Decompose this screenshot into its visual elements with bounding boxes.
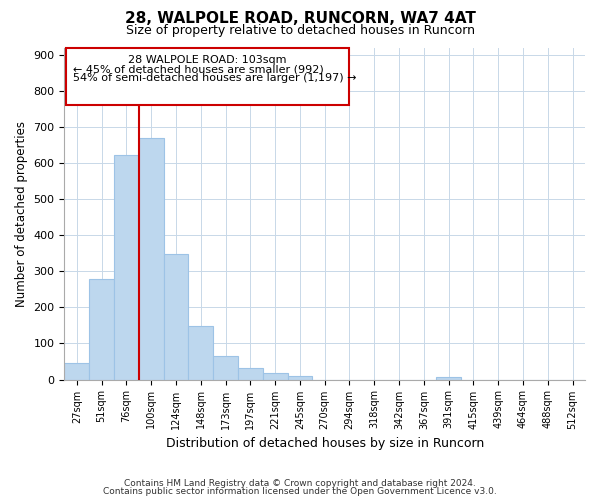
Text: 28, WALPOLE ROAD, RUNCORN, WA7 4AT: 28, WALPOLE ROAD, RUNCORN, WA7 4AT — [125, 11, 475, 26]
Bar — [164, 254, 188, 380]
X-axis label: Distribution of detached houses by size in Runcorn: Distribution of detached houses by size … — [166, 437, 484, 450]
Bar — [114, 154, 139, 380]
Text: ← 45% of detached houses are smaller (992): ← 45% of detached houses are smaller (99… — [73, 64, 324, 74]
Text: Size of property relative to detached houses in Runcorn: Size of property relative to detached ho… — [125, 24, 475, 37]
Text: Contains public sector information licensed under the Open Government Licence v3: Contains public sector information licen… — [103, 487, 497, 496]
Y-axis label: Number of detached properties: Number of detached properties — [15, 120, 28, 306]
Bar — [64, 364, 89, 380]
Text: 28 WALPOLE ROAD: 103sqm: 28 WALPOLE ROAD: 103sqm — [128, 54, 287, 64]
Bar — [89, 278, 114, 380]
Text: Contains HM Land Registry data © Crown copyright and database right 2024.: Contains HM Land Registry data © Crown c… — [124, 478, 476, 488]
Bar — [139, 138, 164, 380]
Bar — [436, 376, 461, 380]
Bar — [263, 373, 287, 380]
Text: 54% of semi-detached houses are larger (1,197) →: 54% of semi-detached houses are larger (… — [73, 74, 356, 84]
Bar — [213, 356, 238, 380]
Bar — [238, 368, 263, 380]
Bar — [188, 326, 213, 380]
FancyBboxPatch shape — [65, 48, 349, 106]
Bar — [287, 376, 313, 380]
